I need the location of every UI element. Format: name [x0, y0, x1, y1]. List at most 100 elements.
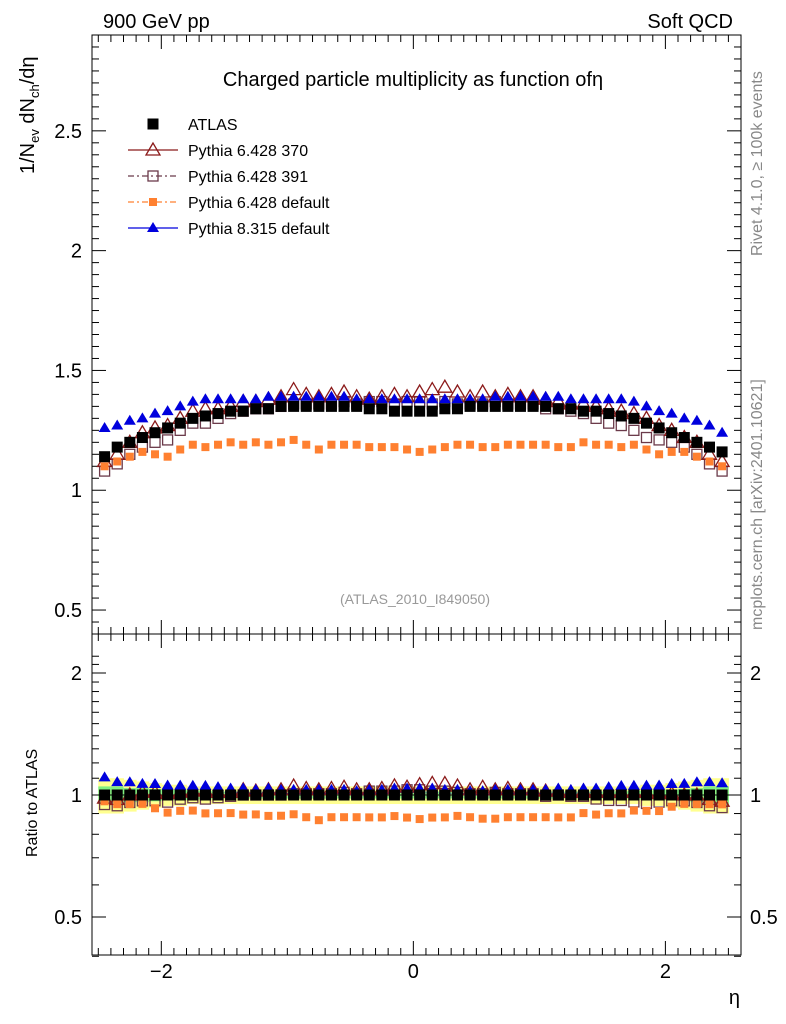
main-ticks — [92, 35, 741, 634]
point-atlas — [615, 410, 627, 422]
ratio-ytick-labels: 0.5 0.5 1 1 2 2 — [54, 663, 778, 929]
point-pythia-8-315-default — [464, 393, 477, 404]
ratio-panel: 0.5 0.5 1 1 2 2 −2 0 2 Ratio to ATLAS η — [24, 633, 778, 1009]
point-atlas — [703, 441, 715, 453]
point-pythia-6-428-default — [403, 445, 412, 454]
ratio-point-pythia-6-428-default — [541, 813, 550, 822]
point-pythia-6-428-default — [289, 435, 298, 444]
point-pythia-8-315-default — [640, 400, 653, 411]
point-atlas — [388, 405, 400, 417]
point-pythia-6-428-default — [151, 450, 160, 459]
point-pythia-8-315-default — [312, 390, 325, 401]
point-atlas — [603, 408, 615, 420]
ratio-point-pythia-6-428-default — [478, 814, 487, 823]
ratio-point-atlas — [325, 789, 337, 801]
ratio-point-atlas — [199, 789, 211, 801]
point-atlas — [577, 405, 589, 417]
point-atlas — [414, 405, 426, 417]
ratio-point-atlas — [691, 789, 703, 801]
point-pythia-8-315-default — [653, 405, 666, 416]
point-pythia-8-315-default — [602, 393, 615, 404]
ratio-point-pythia-6-428-default — [428, 813, 437, 822]
header-right: Soft QCD — [647, 11, 733, 33]
ratio-point-pythia-6-428-default — [277, 811, 286, 820]
ratio-point-atlas — [262, 789, 274, 801]
point-atlas — [199, 410, 211, 422]
legend-label: Pythia 8.315 default — [188, 221, 330, 238]
point-pythia-8-315-default — [136, 412, 149, 423]
point-pythia-8-315-default — [287, 390, 300, 401]
ratio-point-atlas — [502, 789, 514, 801]
analysis-annotation: (ATLAS_2010_I849050) — [340, 591, 490, 607]
point-pythia-8-315-default — [249, 393, 262, 404]
ratio-points — [96, 771, 731, 825]
ratio-point-pythia-8-315-default — [136, 777, 149, 788]
ratio-point-pythia-6-428-default — [718, 800, 727, 809]
point-atlas — [124, 436, 136, 448]
legend-marker — [147, 170, 159, 182]
ratio-point-pythia-6-428-default — [377, 813, 386, 822]
y-tick-label-right: 1 — [750, 785, 761, 807]
ratio-point-pythia-8-315-default — [212, 781, 225, 792]
ratio-point-pythia-8-315-default — [149, 777, 162, 788]
point-atlas — [527, 400, 539, 412]
point-atlas — [691, 436, 703, 448]
point-pythia-8-315-default — [539, 390, 552, 401]
point-atlas — [187, 412, 199, 424]
point-pythia-8-315-default — [426, 393, 439, 404]
ratio-point-atlas — [149, 789, 161, 801]
point-pythia-6-428-default — [214, 440, 223, 449]
ratio-point-atlas — [351, 789, 363, 801]
point-pythia-8-315-default — [665, 407, 678, 418]
ratio-point-pythia-6-428-default — [138, 799, 147, 808]
ratio-point-pythia-6-428-default — [529, 813, 538, 822]
point-pythia-6-428-default — [352, 440, 361, 449]
point-pythia-6-428-default — [428, 445, 437, 454]
point-pythia-8-315-default — [476, 393, 489, 404]
point-pythia-8-315-default — [149, 407, 162, 418]
point-pythia-6-428-default — [478, 443, 487, 452]
legend-label: Pythia 6.428 370 — [188, 143, 308, 160]
ratio-point-pythia-6-428-default — [440, 813, 449, 822]
point-pythia-6-428-default — [705, 457, 714, 466]
point-atlas — [149, 427, 161, 439]
point-pythia-6-428-default — [125, 452, 134, 461]
point-pythia-6-428-default — [188, 440, 197, 449]
x-axis-label: η — [729, 987, 740, 1009]
y-tick-label-right: 0.5 — [750, 907, 778, 929]
header-left: 900 GeV pp — [103, 11, 210, 33]
point-atlas — [275, 400, 287, 412]
ratio-point-pythia-6-428-default — [503, 813, 512, 822]
point-pythia-8-315-default — [413, 393, 426, 404]
ratio-point-pythia-6-428-default — [403, 813, 412, 822]
ratio-point-pythia-6-428-default — [226, 809, 235, 818]
ratio-point-pythia-6-428-default — [327, 813, 336, 822]
point-pythia-6-428-default — [377, 443, 386, 452]
ratio-point-atlas — [288, 789, 300, 801]
point-pythia-6-428-default — [692, 452, 701, 461]
legend: ATLAS Pythia 6.428 370 Pythia 6.428 391 Pyt… — [128, 117, 330, 238]
ratio-point-pythia-6-428-default — [188, 806, 197, 815]
ratio-point-pythia-8-315-default — [627, 779, 640, 790]
ratio-point-pythia-6-428-default — [705, 800, 714, 809]
point-pythia-6-428-391 — [615, 419, 627, 432]
point-pythia-8-315-default — [678, 412, 691, 423]
ratio-point-pythia-8-315-default — [640, 779, 653, 790]
point-atlas — [565, 403, 577, 415]
point-pythia-6-428-default — [201, 443, 210, 452]
point-atlas — [451, 403, 463, 415]
point-pythia-6-428-default — [226, 438, 235, 447]
point-atlas — [288, 400, 300, 412]
y-tick-label: 0.5 — [54, 907, 82, 929]
point-pythia-6-428-default — [415, 447, 424, 456]
ratio-point-pythia-8-315-default — [678, 777, 691, 788]
ratio-point-atlas — [451, 789, 463, 801]
ratio-point-pythia-6-428-default — [125, 800, 134, 809]
ratio-point-pythia-6-428-default — [566, 813, 575, 822]
point-pythia-8-315-default — [552, 390, 565, 401]
point-pythia-6-428-default — [390, 443, 399, 452]
point-pythia-6-428-default — [667, 447, 676, 456]
point-pythia-6-428-391 — [640, 431, 653, 444]
ratio-point-pythia-8-315-default — [716, 777, 729, 788]
x-tick-labels: −2 0 2 — [150, 961, 671, 983]
